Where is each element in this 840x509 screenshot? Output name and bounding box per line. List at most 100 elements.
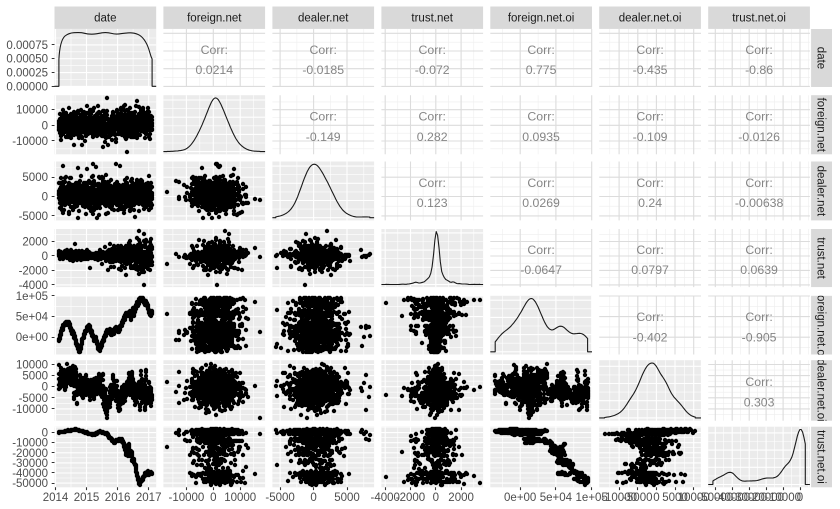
svg-text:2000: 2000 <box>448 492 474 504</box>
svg-text:-0.0126: -0.0126 <box>738 130 780 144</box>
svg-text:Corr:: Corr: <box>527 110 554 124</box>
svg-text:foreign.net.oi: foreign.net.oi <box>508 13 575 25</box>
svg-text:trust.net.oi: trust.net.oi <box>815 430 827 484</box>
svg-text:-5000: -5000 <box>19 211 48 223</box>
svg-text:Corr:: Corr: <box>745 110 772 124</box>
svg-text:-5000: -5000 <box>623 492 652 504</box>
svg-text:2000: 2000 <box>22 237 48 249</box>
svg-text:-0.072: -0.072 <box>415 63 450 77</box>
svg-text:dealer.net.oi: dealer.net.oi <box>815 359 827 422</box>
svg-text:5000: 5000 <box>334 492 360 504</box>
svg-text:-5000: -5000 <box>265 492 294 504</box>
svg-text:Corr:: Corr: <box>636 176 663 190</box>
svg-text:0.0935: 0.0935 <box>522 130 560 144</box>
svg-text:foreign.net: foreign.net <box>187 13 242 25</box>
svg-text:date: date <box>94 13 116 25</box>
svg-text:0.00025: 0.00025 <box>6 68 48 80</box>
svg-text:trust.net: trust.net <box>815 237 827 279</box>
svg-text:Corr:: Corr: <box>419 43 446 57</box>
svg-text:Corr:: Corr: <box>636 110 663 124</box>
svg-text:-2000: -2000 <box>396 492 425 504</box>
svg-text:date: date <box>815 47 827 69</box>
svg-text:10000: 10000 <box>678 492 710 504</box>
svg-text:-50000: -50000 <box>12 478 48 490</box>
svg-text:-20000: -20000 <box>12 448 48 460</box>
svg-text:1e+05: 1e+05 <box>16 291 48 303</box>
svg-text:Corr:: Corr: <box>636 310 663 324</box>
svg-text:Corr:: Corr: <box>636 43 663 57</box>
svg-text:-0.109: -0.109 <box>633 130 668 144</box>
svg-text:Corr:: Corr: <box>310 43 337 57</box>
svg-text:dealer.net.oi: dealer.net.oi <box>619 13 682 25</box>
svg-text:-20000: -20000 <box>748 492 784 504</box>
svg-text:-0.905: -0.905 <box>742 330 777 344</box>
svg-text:2017: 2017 <box>136 492 162 504</box>
svg-text:-0.0647: -0.0647 <box>520 263 562 277</box>
svg-text:2014: 2014 <box>43 492 69 504</box>
svg-text:0.0797: 0.0797 <box>631 263 669 277</box>
svg-text:Corr:: Corr: <box>527 176 554 190</box>
svg-text:-10000: -10000 <box>601 492 637 504</box>
svg-text:0.775: 0.775 <box>526 63 557 77</box>
svg-text:0.303: 0.303 <box>744 396 775 410</box>
svg-text:trust.net.oi: trust.net.oi <box>732 13 786 25</box>
svg-text:dealer.net: dealer.net <box>298 13 349 25</box>
svg-text:0: 0 <box>797 492 803 504</box>
svg-text:-2000: -2000 <box>19 265 48 277</box>
svg-text:Corr:: Corr: <box>745 375 772 389</box>
svg-text:0: 0 <box>42 251 48 263</box>
svg-text:foreign.net: foreign.net <box>815 98 827 153</box>
svg-text:Corr:: Corr: <box>419 110 446 124</box>
svg-text:-0.435: -0.435 <box>633 63 668 77</box>
svg-text:-10000: -10000 <box>12 404 48 416</box>
svg-text:-4000: -4000 <box>19 280 48 292</box>
svg-text:0.00000: 0.00000 <box>6 81 48 93</box>
svg-text:-10000: -10000 <box>12 136 48 148</box>
svg-text:0: 0 <box>653 492 659 504</box>
svg-text:0.00050: 0.00050 <box>6 54 48 66</box>
svg-text:10000: 10000 <box>16 105 48 117</box>
svg-text:0.0639: 0.0639 <box>740 263 778 277</box>
svg-text:foreign.net.oi: foreign.net.oi <box>815 292 827 359</box>
svg-text:0.0269: 0.0269 <box>522 196 560 210</box>
svg-text:0.24: 0.24 <box>638 196 662 210</box>
svg-text:-0.149: -0.149 <box>306 130 341 144</box>
svg-text:0: 0 <box>210 492 216 504</box>
svg-text:-30000: -30000 <box>731 492 767 504</box>
svg-text:-10000: -10000 <box>168 492 204 504</box>
svg-text:-10000: -10000 <box>765 492 801 504</box>
svg-text:5e+04: 5e+04 <box>16 312 49 324</box>
svg-text:10000: 10000 <box>224 492 256 504</box>
svg-text:Corr:: Corr: <box>201 43 228 57</box>
svg-text:-0.86: -0.86 <box>745 63 773 77</box>
svg-text:-50000: -50000 <box>697 492 733 504</box>
svg-text:-0.402: -0.402 <box>633 330 668 344</box>
svg-text:-4000: -4000 <box>370 492 399 504</box>
svg-text:Corr:: Corr: <box>419 176 446 190</box>
svg-text:Corr:: Corr: <box>745 243 772 257</box>
svg-text:-40000: -40000 <box>714 492 750 504</box>
svg-text:Corr:: Corr: <box>745 310 772 324</box>
svg-text:0: 0 <box>42 382 48 394</box>
svg-text:Corr:: Corr: <box>636 243 663 257</box>
svg-text:5e+04: 5e+04 <box>540 492 573 504</box>
svg-text:-5000: -5000 <box>19 393 48 405</box>
svg-text:5000: 5000 <box>22 371 48 383</box>
svg-text:0: 0 <box>42 428 48 440</box>
svg-text:10000: 10000 <box>16 360 48 372</box>
svg-text:dealer.net: dealer.net <box>815 166 827 217</box>
svg-text:-0.0185: -0.0185 <box>302 63 344 77</box>
svg-text:0: 0 <box>310 492 316 504</box>
svg-text:Corr:: Corr: <box>310 110 337 124</box>
svg-text:0e+00: 0e+00 <box>504 492 536 504</box>
svg-text:Corr:: Corr: <box>527 43 554 57</box>
svg-text:5000: 5000 <box>22 172 48 184</box>
svg-text:-0.00638: -0.00638 <box>735 196 784 210</box>
svg-text:0: 0 <box>42 192 48 204</box>
svg-text:0: 0 <box>433 492 439 504</box>
svg-text:2015: 2015 <box>74 492 100 504</box>
svg-text:-10000: -10000 <box>12 438 48 450</box>
svg-text:0.123: 0.123 <box>417 196 448 210</box>
svg-text:Corr:: Corr: <box>527 243 554 257</box>
svg-text:Corr:: Corr: <box>745 176 772 190</box>
